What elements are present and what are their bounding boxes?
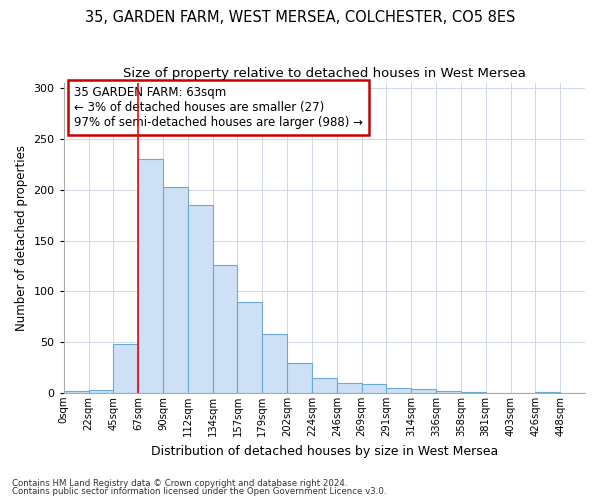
- Bar: [188, 205, 212, 393]
- Bar: [386, 388, 411, 393]
- Text: 35 GARDEN FARM: 63sqm
← 3% of detached houses are smaller (27)
97% of semi-detac: 35 GARDEN FARM: 63sqm ← 3% of detached h…: [74, 86, 363, 129]
- Bar: [138, 160, 163, 393]
- Bar: [238, 302, 262, 393]
- X-axis label: Distribution of detached houses by size in West Mersea: Distribution of detached houses by size …: [151, 444, 498, 458]
- Bar: [362, 384, 386, 393]
- Bar: [113, 344, 138, 393]
- Bar: [212, 265, 238, 393]
- Bar: [312, 378, 337, 393]
- Bar: [337, 383, 362, 393]
- Bar: [262, 334, 287, 393]
- Text: Contains HM Land Registry data © Crown copyright and database right 2024.: Contains HM Land Registry data © Crown c…: [12, 478, 347, 488]
- Bar: [411, 389, 436, 393]
- Text: 35, GARDEN FARM, WEST MERSEA, COLCHESTER, CO5 8ES: 35, GARDEN FARM, WEST MERSEA, COLCHESTER…: [85, 10, 515, 25]
- Bar: [64, 391, 89, 393]
- Bar: [89, 390, 113, 393]
- Bar: [535, 392, 560, 393]
- Bar: [461, 392, 486, 393]
- Bar: [163, 186, 188, 393]
- Bar: [287, 362, 312, 393]
- Text: Contains public sector information licensed under the Open Government Licence v3: Contains public sector information licen…: [12, 487, 386, 496]
- Y-axis label: Number of detached properties: Number of detached properties: [15, 145, 28, 331]
- Title: Size of property relative to detached houses in West Mersea: Size of property relative to detached ho…: [123, 68, 526, 80]
- Bar: [436, 391, 461, 393]
